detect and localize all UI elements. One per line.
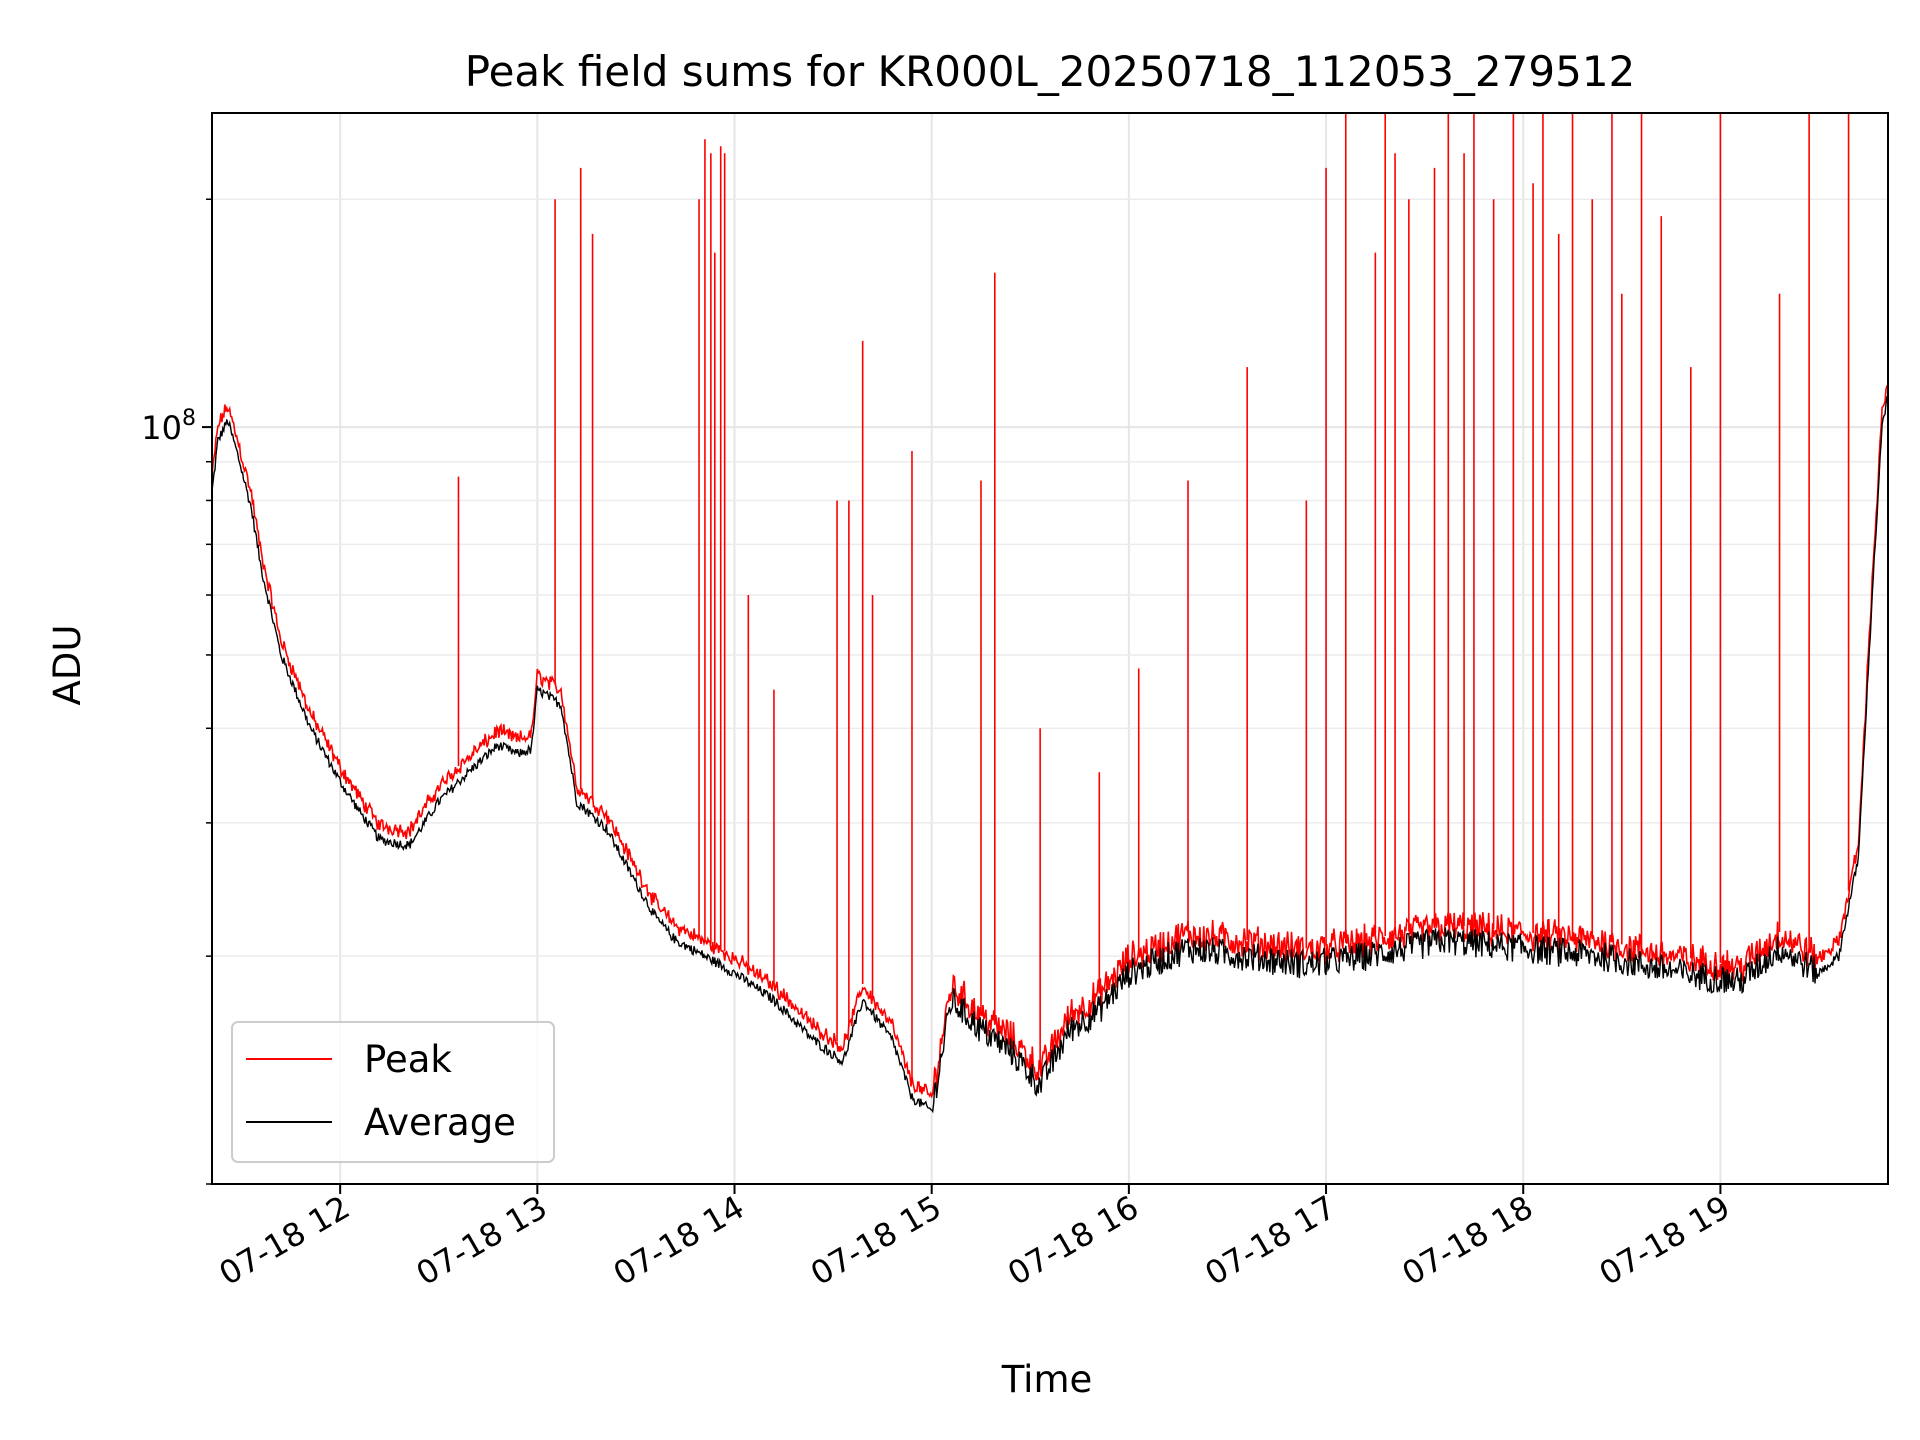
legend: Peak Average bbox=[231, 1021, 555, 1163]
y-axis-label: ADU bbox=[46, 625, 89, 706]
average-series-line bbox=[212, 395, 1888, 1114]
x-axis-label: Time bbox=[1001, 1358, 1093, 1401]
legend-peak-label: Peak bbox=[364, 1038, 452, 1081]
legend-average-label: Average bbox=[364, 1101, 516, 1144]
legend-box bbox=[231, 1021, 555, 1163]
chart-title: Peak field sums for KR000L_20250718_1120… bbox=[465, 47, 1636, 96]
plot-frame bbox=[211, 112, 1889, 1185]
plot-area bbox=[212, 113, 1888, 1114]
